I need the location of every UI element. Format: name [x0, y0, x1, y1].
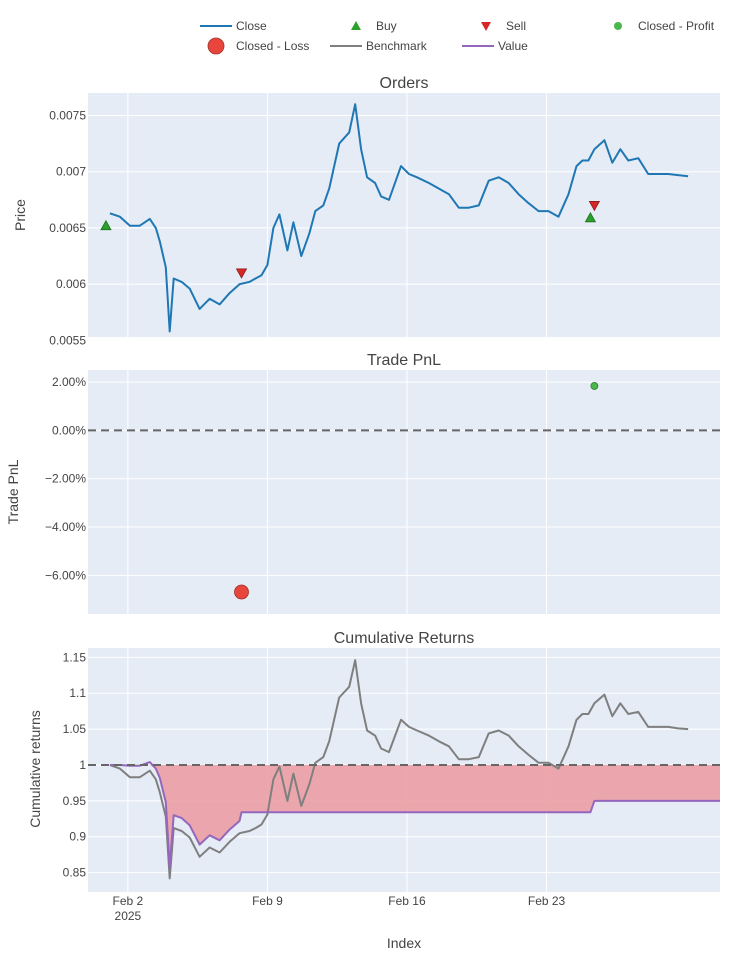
trade-pnl-title: Trade PnL — [367, 352, 441, 369]
value-line — [109, 761, 720, 869]
trade-pnl-panel: Trade PnL Trade PnL −6.00% −4.00% −2.00% 0.… — [5, 352, 720, 614]
x-tick-label: Feb 16 — [388, 894, 426, 908]
legend-label: Value — [498, 39, 528, 53]
legend-label: Benchmark — [366, 39, 428, 53]
plot-content — [100, 103, 689, 333]
buy-marker — [584, 211, 597, 223]
legend-item[interactable]: Benchmark — [330, 39, 428, 53]
legend-item[interactable]: Closed - Loss — [207, 37, 309, 55]
legend-label: Closed - Profit — [638, 19, 715, 33]
y-tick-label: −6.00% — [45, 568, 86, 582]
legend-item[interactable]: Buy — [351, 19, 397, 33]
legend-item[interactable]: Sell — [481, 19, 526, 33]
closed-profit-marker — [590, 382, 599, 390]
orders-panel: Orders Price 0.0055 0.006 0.0065 0.007 0.007… — [12, 75, 720, 347]
legend-label: Sell — [506, 19, 526, 33]
legend-label: Closed - Loss — [236, 39, 309, 53]
legend-circle-icon — [207, 37, 225, 55]
y-tick-label: 0.0065 — [49, 221, 86, 235]
plot-area — [88, 370, 720, 614]
trade-pnl-y-axis-title: Trade PnL — [5, 459, 21, 524]
y-tick-label: 0.9 — [69, 830, 86, 844]
x-tick-label: Feb 23 — [528, 894, 566, 908]
y-tick-label: 1.15 — [63, 650, 87, 664]
y-tick-label: 1.05 — [63, 722, 87, 736]
x-axis-title: Index — [387, 935, 421, 951]
y-tick-label: 0.00% — [52, 423, 86, 437]
legend-label: Close — [236, 19, 267, 33]
y-tick-label: 0.95 — [63, 794, 87, 808]
y-tick-label: −2.00% — [45, 472, 86, 486]
drawdown-area — [109, 765, 720, 868]
sell-marker — [235, 268, 248, 279]
y-tick-label: 2.00% — [52, 375, 86, 389]
x-tick-sublabel: 2025 — [115, 909, 142, 923]
legend-item[interactable]: Closed - Profit — [614, 19, 715, 33]
legend-item[interactable]: Close — [200, 19, 267, 33]
legend-circle-icon — [614, 22, 622, 30]
cumulative-returns-panel: Cumulative Returns Cumulative returns 0.… — [27, 630, 720, 892]
plot-area — [88, 93, 720, 337]
y-tick-label: 0.0055 — [49, 333, 86, 347]
y-tick-label: 0.007 — [56, 165, 86, 179]
orders-y-axis-title: Price — [12, 199, 28, 231]
benchmark-line — [109, 659, 689, 880]
y-tick-label: 0.006 — [56, 277, 86, 291]
legend[interactable]: Close Buy Sell Closed - Profit Closed - Loss… — [200, 19, 715, 55]
x-tick-label: Feb 9 — [252, 894, 283, 908]
buy-marker — [100, 219, 112, 231]
cumulative-returns-y-axis-title: Cumulative returns — [27, 710, 43, 828]
plot-content — [88, 382, 720, 600]
y-tick-label: −4.00% — [45, 520, 86, 534]
y-tick-label: 1.1 — [69, 686, 86, 700]
legend-triangle-down-icon — [481, 22, 491, 31]
close-price-line — [109, 103, 689, 333]
plot-content — [88, 659, 720, 880]
cumulative-returns-title: Cumulative Returns — [334, 630, 475, 647]
legend-item[interactable]: Value — [462, 39, 528, 53]
legend-label: Buy — [376, 19, 397, 33]
orders-title: Orders — [380, 75, 429, 92]
sell-marker — [588, 201, 601, 212]
y-tick-label: 1 — [79, 758, 86, 772]
legend-triangle-up-icon — [351, 21, 361, 30]
y-tick-label: 0.0075 — [49, 108, 86, 122]
y-tick-label: 0.85 — [63, 866, 87, 880]
x-tick-label: Feb 2 — [113, 894, 144, 908]
closed-loss-marker — [234, 584, 249, 600]
